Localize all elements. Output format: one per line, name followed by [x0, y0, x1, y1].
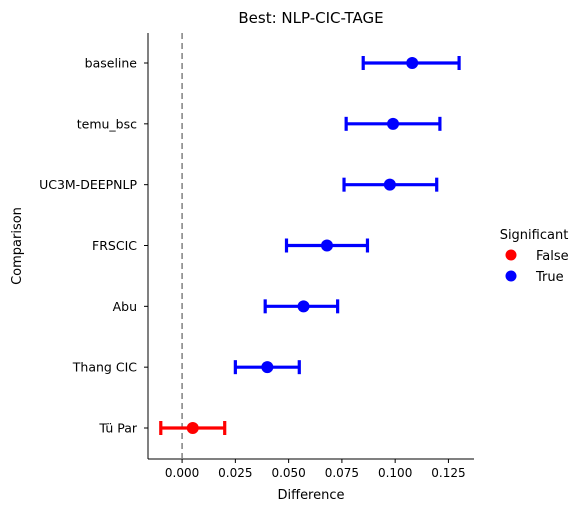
y-tick-label: baseline	[85, 56, 138, 71]
legend-title: Significant	[500, 228, 569, 243]
y-tick-label: Thang CIC	[72, 360, 137, 375]
x-axis-label: Difference	[277, 488, 344, 503]
y-tick-label: UC3M-DEEPNLP	[39, 177, 137, 192]
point-estimate	[387, 117, 400, 130]
x-tick-label: 0.050	[271, 466, 305, 480]
point-estimate	[320, 239, 333, 252]
point-estimate	[383, 178, 396, 191]
point-estimate	[297, 300, 310, 313]
x-tick-label: 0.125	[431, 466, 465, 480]
legend-marker-true	[505, 270, 517, 282]
y-tick-label: temu_bsc	[77, 116, 137, 131]
legend: Significant False True	[500, 228, 569, 285]
y-axis-label: Comparison	[10, 207, 25, 285]
point-estimate	[406, 57, 419, 69]
legend-marker-false	[505, 249, 517, 261]
legend-label-false: False	[536, 249, 569, 264]
chart-title: Best: NLP-CIC-TAGE	[238, 9, 383, 27]
x-tick-label: 0.000	[165, 466, 199, 480]
x-tick-label: 0.100	[378, 466, 412, 480]
x-tick-label: 0.025	[218, 466, 252, 480]
plot-area: 0.000 0.025 0.050 0.075 0.100 0.125 baseline te…	[39, 33, 474, 480]
x-tick-label: 0.075	[325, 466, 359, 480]
y-tick-label: FRSCIC	[92, 238, 137, 253]
point-estimate	[261, 361, 274, 374]
point-estimate	[186, 422, 199, 434]
y-tick-label: Abu	[113, 299, 137, 314]
legend-label-true: True	[535, 270, 564, 285]
y-tick-label: Tü Par	[98, 421, 137, 436]
